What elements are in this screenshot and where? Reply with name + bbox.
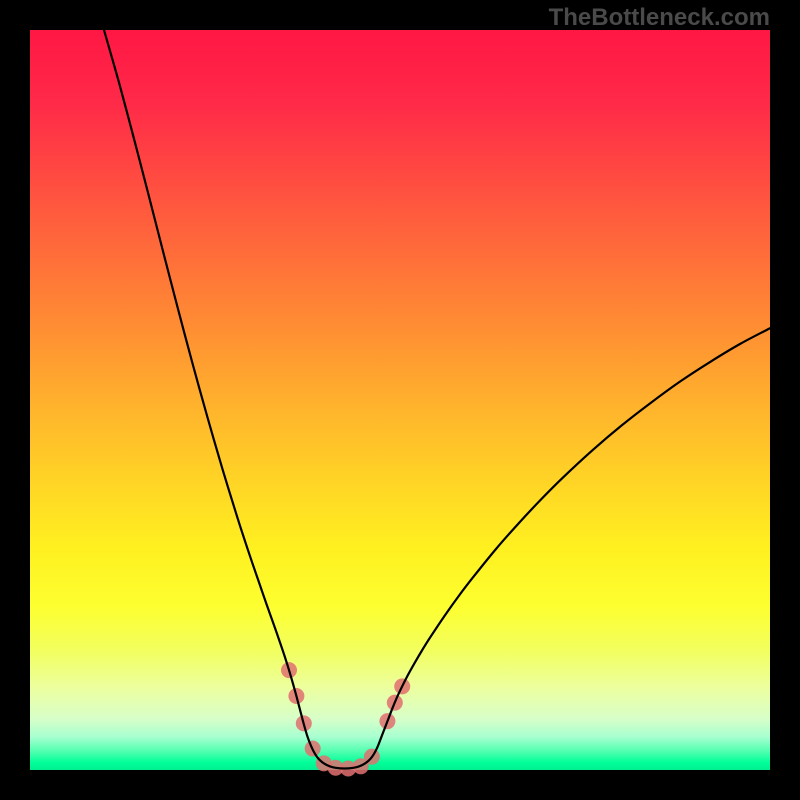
chart-area — [30, 30, 770, 770]
bottleneck-curve — [104, 30, 770, 769]
watermark-text: TheBottleneck.com — [549, 4, 770, 32]
markers-group — [281, 662, 410, 776]
curve-layer — [30, 30, 770, 770]
chart-canvas: TheBottleneck.com — [0, 0, 800, 800]
